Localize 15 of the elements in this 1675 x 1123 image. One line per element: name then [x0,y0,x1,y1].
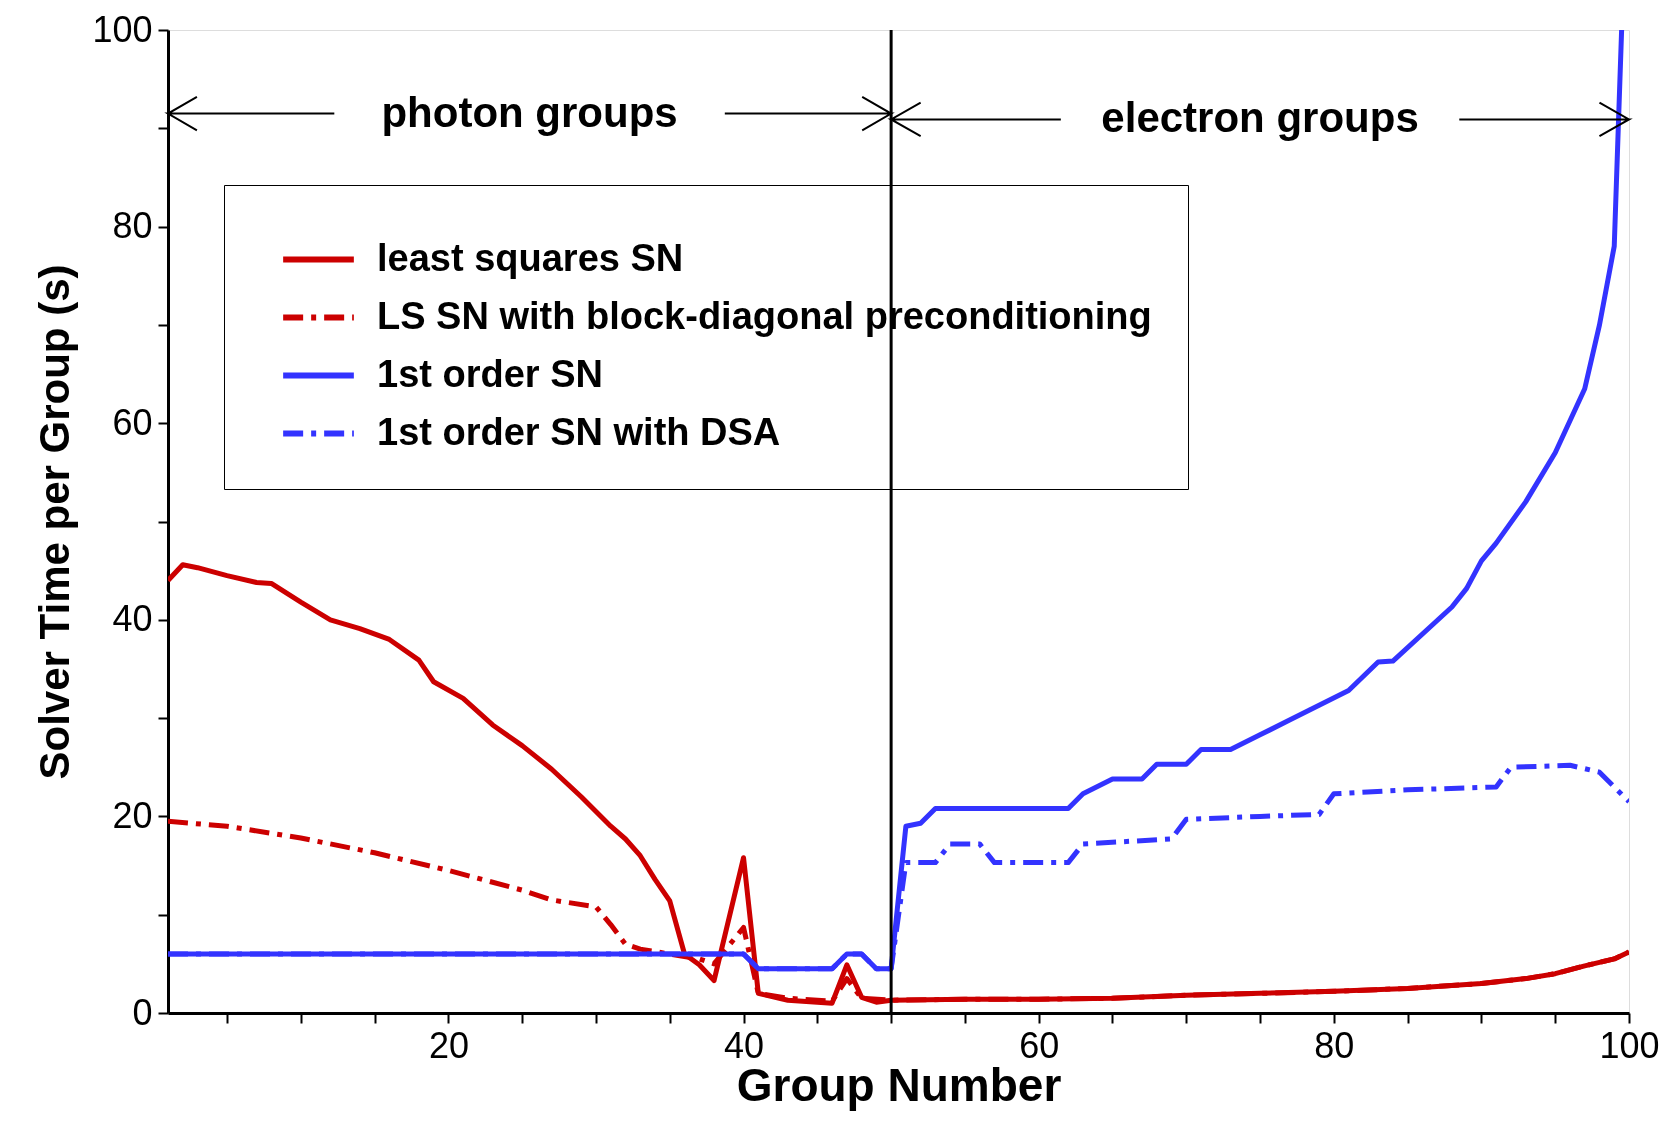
y-tick-label: 100 [92,8,153,50]
annotation: photon groups [381,88,678,136]
legend-label: 1st order SN with DSA [377,410,781,453]
legend-label: least squares SN [377,236,684,279]
y-tick-label: 40 [112,598,153,640]
y-tick-label: 0 [132,991,153,1033]
legend-label: 1st order SN [377,352,603,395]
annotation: electron groups [1101,94,1419,142]
x-tick-label: 80 [1314,1024,1355,1066]
x-tick-label: 20 [428,1024,469,1066]
y-tick-label: 20 [112,794,153,836]
y-axis-title: Solver Time per Group (s) [31,264,79,780]
y-tick-label: 80 [112,205,153,247]
y-tick-label: 60 [112,401,153,443]
x-tick-label: 100 [1599,1024,1660,1066]
